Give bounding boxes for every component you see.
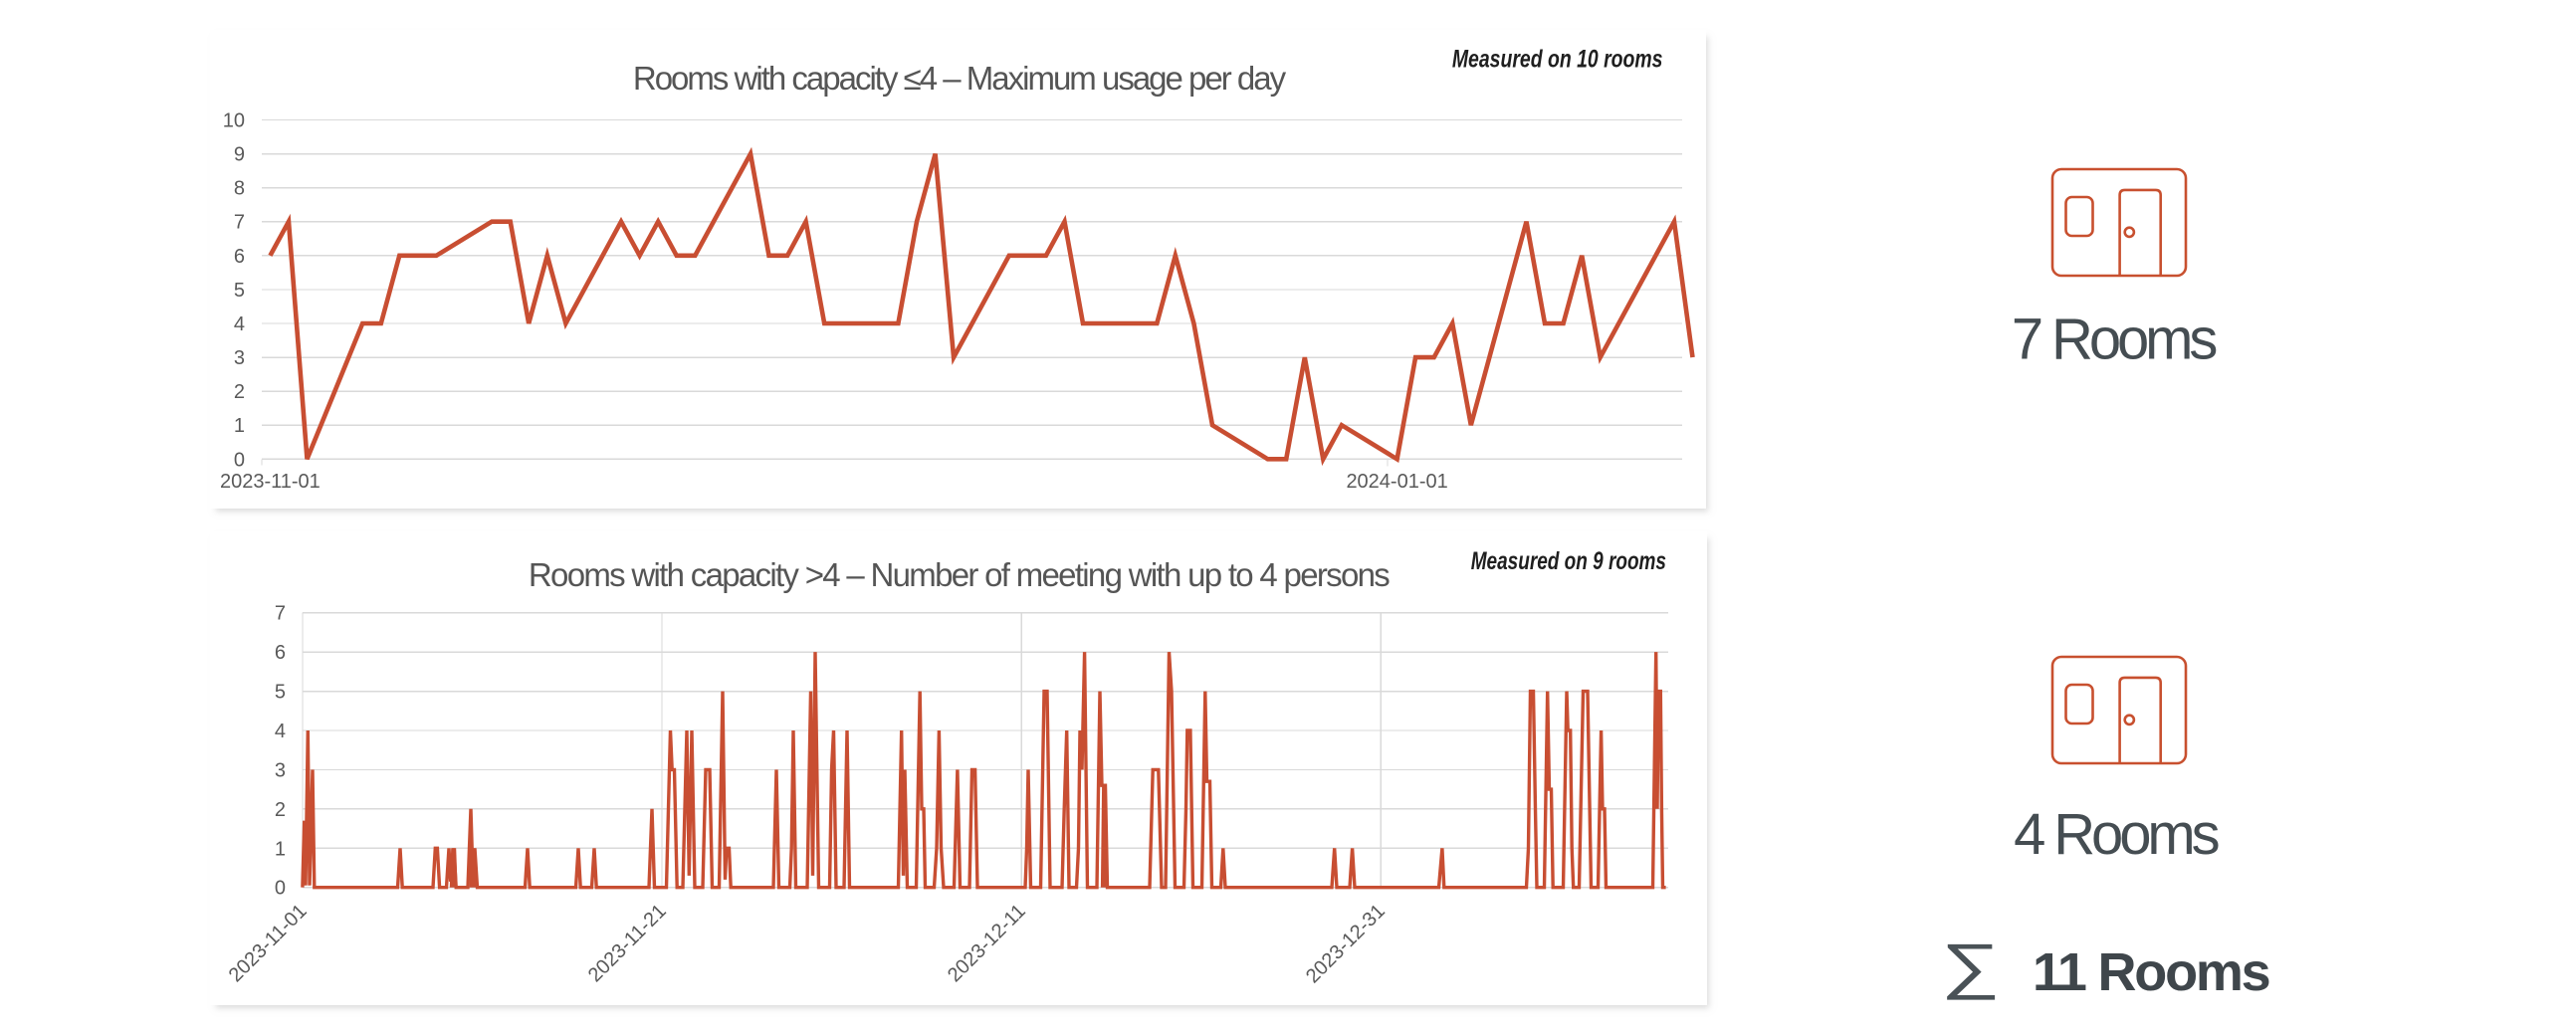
svg-text:8: 8 bbox=[234, 178, 245, 200]
svg-text:7: 7 bbox=[234, 212, 245, 234]
svg-text:2023-11-01: 2023-11-01 bbox=[225, 900, 312, 986]
svg-text:0: 0 bbox=[234, 449, 245, 471]
svg-text:2023-11-01: 2023-11-01 bbox=[220, 471, 321, 493]
svg-text:5: 5 bbox=[234, 280, 245, 302]
svg-text:10: 10 bbox=[223, 110, 245, 132]
svg-text:∑: ∑ bbox=[1941, 931, 2001, 1000]
svg-text:1: 1 bbox=[234, 415, 245, 437]
svg-text:Rooms with capacity >4 – Numb: Rooms with capacity >4 – Number of meeti… bbox=[529, 556, 1390, 593]
svg-text:9: 9 bbox=[234, 144, 245, 166]
svg-text:5: 5 bbox=[275, 682, 286, 704]
svg-text:2023-11-21: 2023-11-21 bbox=[584, 900, 671, 986]
svg-text:0: 0 bbox=[275, 878, 286, 900]
svg-text:2: 2 bbox=[275, 799, 286, 821]
svg-text:2: 2 bbox=[234, 381, 245, 403]
svg-text:4: 4 bbox=[275, 721, 286, 742]
svg-text:2023-12-11: 2023-12-11 bbox=[944, 900, 1030, 986]
svg-text:Rooms with capacity ≤4 – Maxim: Rooms with capacity ≤4 – Maximum usage p… bbox=[633, 60, 1287, 97]
svg-text:1: 1 bbox=[275, 838, 286, 860]
svg-text:6: 6 bbox=[275, 642, 286, 664]
svg-text:2024-01-01: 2024-01-01 bbox=[1346, 471, 1447, 493]
svg-text:7 Rooms: 7 Rooms bbox=[2012, 308, 2216, 372]
svg-text:6: 6 bbox=[234, 246, 245, 268]
svg-text:Measured on 10 rooms: Measured on 10 rooms bbox=[1452, 45, 1663, 73]
svg-text:4: 4 bbox=[234, 313, 245, 335]
svg-text:3: 3 bbox=[275, 759, 286, 781]
svg-text:2023-12-31: 2023-12-31 bbox=[1302, 900, 1390, 987]
svg-text:4 Rooms: 4 Rooms bbox=[2014, 802, 2218, 867]
svg-text:Measured on 9 rooms: Measured on 9 rooms bbox=[1471, 546, 1666, 574]
svg-text:3: 3 bbox=[234, 347, 245, 369]
svg-text:11 Rooms: 11 Rooms bbox=[2033, 942, 2269, 1002]
svg-text:7: 7 bbox=[275, 603, 286, 625]
